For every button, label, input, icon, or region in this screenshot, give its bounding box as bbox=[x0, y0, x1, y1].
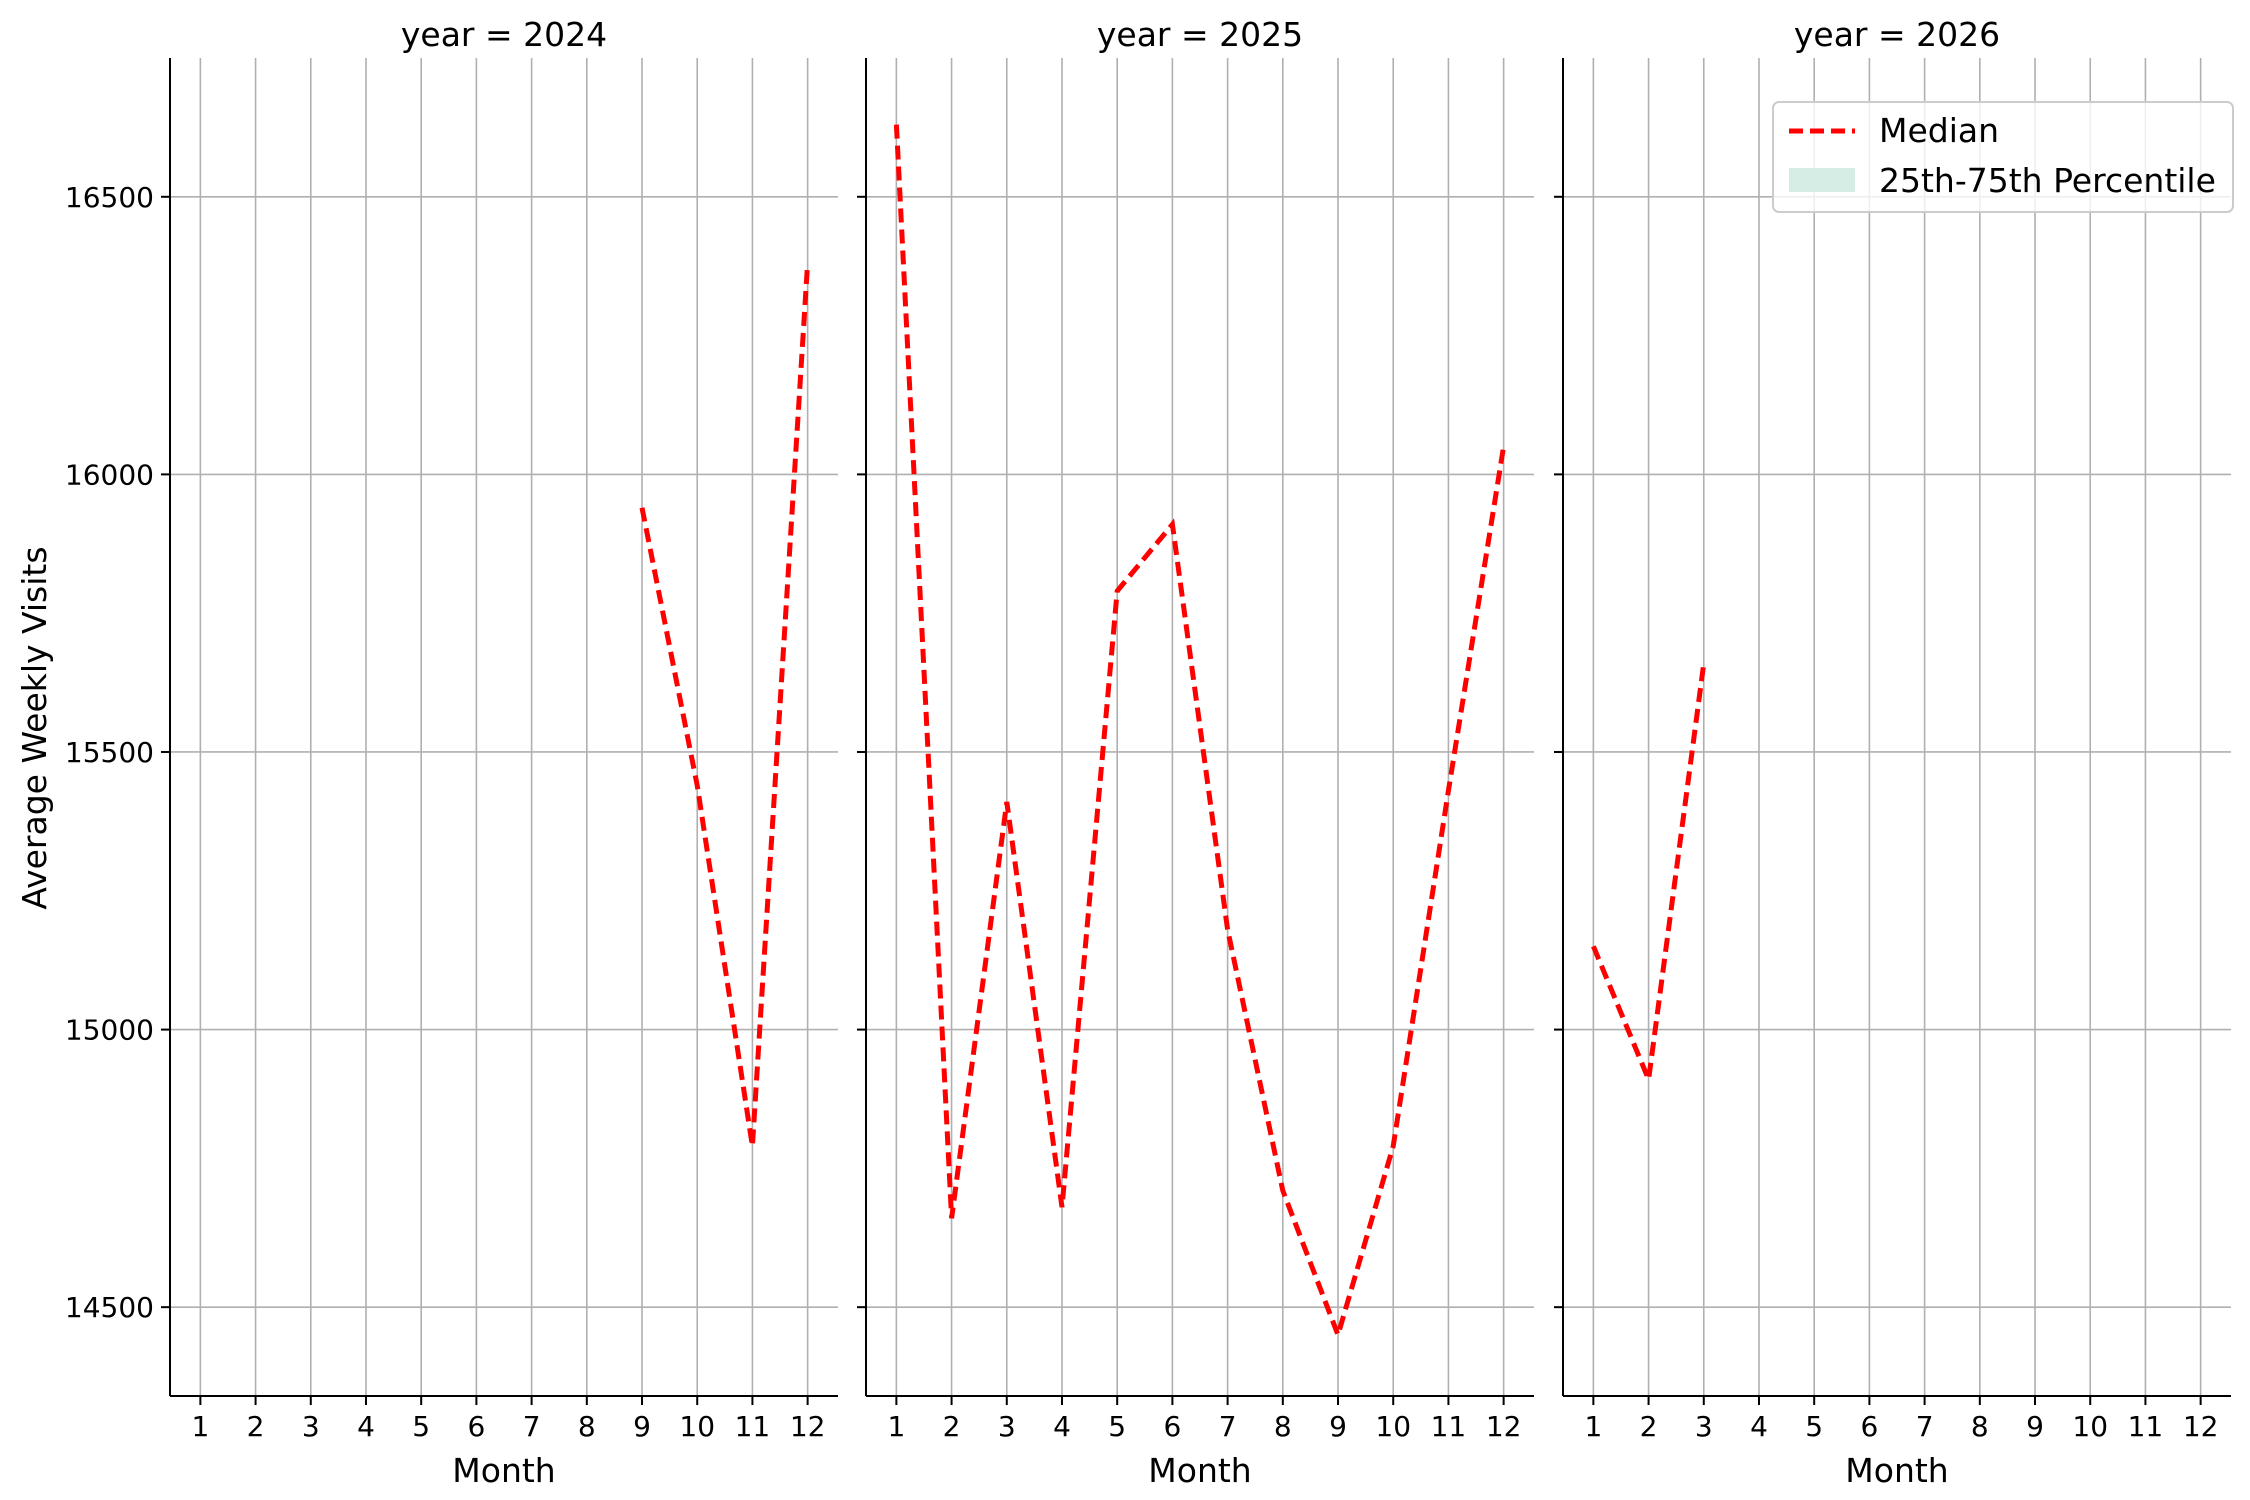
x-tick-label: 1 bbox=[191, 1410, 209, 1443]
x-tick-label: 10 bbox=[679, 1410, 715, 1443]
x-tick-label: 7 bbox=[1219, 1410, 1237, 1443]
x-tick-label: 8 bbox=[1971, 1410, 1989, 1443]
x-tick-label: 2 bbox=[943, 1410, 961, 1443]
x-tick-label: 6 bbox=[1163, 1410, 1181, 1443]
x-tick-label: 4 bbox=[1053, 1410, 1071, 1443]
y-tick-label: 16000 bbox=[65, 458, 154, 491]
panel-title: year = 2024 bbox=[401, 15, 607, 54]
x-tick-label: 3 bbox=[1695, 1410, 1713, 1443]
x-tick-label: 9 bbox=[1329, 1410, 1347, 1443]
legend-frame bbox=[1772, 101, 2234, 213]
x-tick-label: 5 bbox=[1805, 1410, 1823, 1443]
median-line bbox=[1591, 662, 1707, 1090]
x-tick-label: 11 bbox=[2128, 1410, 2164, 1443]
x-tick-label: 10 bbox=[1375, 1410, 1411, 1443]
x-tick-label: 5 bbox=[412, 1410, 430, 1443]
panel-title: year = 2026 bbox=[1794, 15, 2000, 54]
median-line bbox=[639, 263, 811, 1147]
legend-percentile-swatch bbox=[1789, 168, 1855, 192]
x-tick-label: 4 bbox=[357, 1410, 375, 1443]
y-tick-label: 15500 bbox=[65, 736, 154, 769]
x-axis-label: Month bbox=[1845, 1451, 1948, 1490]
x-tick-label: 2 bbox=[247, 1410, 265, 1443]
median-line bbox=[893, 124, 1507, 1343]
x-tick-label: 2 bbox=[1640, 1410, 1658, 1443]
x-tick-label: 7 bbox=[1916, 1410, 1934, 1443]
legend-percentile-label: 25th-75th Percentile bbox=[1879, 161, 2216, 200]
x-tick-label: 11 bbox=[735, 1410, 771, 1443]
y-tick-label: 14500 bbox=[65, 1291, 154, 1324]
x-axis-label: Month bbox=[452, 1451, 555, 1490]
y-tick-label: 15000 bbox=[65, 1014, 154, 1047]
x-tick-label: 5 bbox=[1108, 1410, 1126, 1443]
x-tick-label: 1 bbox=[887, 1410, 905, 1443]
x-tick-label: 12 bbox=[2183, 1410, 2219, 1443]
panel-title: year = 2025 bbox=[1097, 15, 1303, 54]
x-tick-label: 8 bbox=[1274, 1410, 1292, 1443]
x-tick-label: 11 bbox=[1431, 1410, 1467, 1443]
x-tick-label: 10 bbox=[2072, 1410, 2108, 1443]
x-tick-label: 3 bbox=[998, 1410, 1016, 1443]
x-tick-label: 8 bbox=[578, 1410, 596, 1443]
legend-median-label: Median bbox=[1879, 111, 1999, 150]
x-tick-label: 3 bbox=[302, 1410, 320, 1443]
y-axis-label: Average Weekly Visits bbox=[15, 546, 54, 909]
legend: Median 25th-75th Percentile bbox=[1772, 101, 2234, 213]
x-tick-label: 7 bbox=[523, 1410, 541, 1443]
x-tick-label: 6 bbox=[1860, 1410, 1878, 1443]
chart-panels: 1 2 3 4 5 6 7 8 9 10 11 121450015000155001600016500… bbox=[65, 15, 2231, 1490]
y-tick-label: 16500 bbox=[65, 181, 154, 214]
x-tick-label: 1 bbox=[1584, 1410, 1602, 1443]
x-axis-label: Month bbox=[1148, 1451, 1251, 1490]
x-tick-label: 12 bbox=[1486, 1410, 1522, 1443]
panel-0: 1 2 3 4 5 6 7 8 9 10 11 121450015000155001600016500… bbox=[65, 15, 838, 1490]
x-tick-label: 6 bbox=[467, 1410, 485, 1443]
x-tick-label: 12 bbox=[790, 1410, 826, 1443]
x-tick-label: 9 bbox=[633, 1410, 651, 1443]
x-tick-label: 4 bbox=[1750, 1410, 1768, 1443]
x-tick-label: 9 bbox=[2026, 1410, 2044, 1443]
